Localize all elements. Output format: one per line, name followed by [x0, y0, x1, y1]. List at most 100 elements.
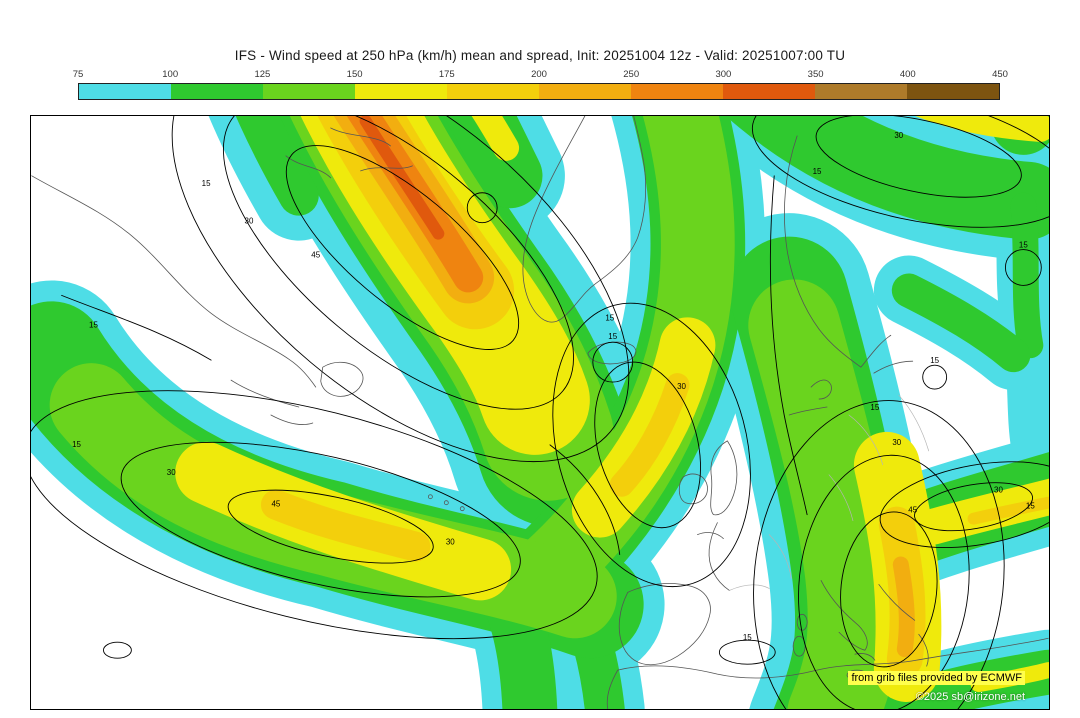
coastline-azores: [443, 500, 449, 506]
contour-line: [594, 361, 701, 529]
credit-ecmwf: from grib files provided by ECMWF: [848, 671, 1025, 685]
coastline-norway: [784, 135, 914, 374]
contour-line: [466, 192, 498, 224]
contour-label-30: 30: [892, 438, 901, 447]
coastline-greenland: [522, 116, 647, 323]
contour-line: [103, 641, 132, 659]
coastline-denmark: [788, 379, 832, 416]
contour-label-45: 45: [311, 251, 320, 260]
colorbar-tick: 200: [531, 69, 547, 80]
contour-label-15: 15: [1026, 502, 1035, 511]
wind-band: [891, 273, 1031, 373]
contour-label-15: 15: [605, 313, 614, 322]
contour-label-15: 15: [89, 320, 98, 329]
colorbar-segment: [263, 84, 355, 99]
contour-label-15: 15: [930, 356, 939, 365]
wind-band: [235, 116, 319, 216]
contour-label-15: 15: [608, 332, 617, 341]
contour-label-15: 15: [72, 440, 81, 449]
colorbar-segment: [79, 84, 171, 99]
wind-band: [1010, 192, 1044, 359]
contour-line: [840, 511, 938, 668]
contour-line: [285, 145, 520, 350]
colorbar-tick: 300: [715, 69, 732, 80]
wind-band: [609, 373, 690, 497]
colorbar-tick: 450: [992, 69, 1008, 80]
coastline-italy: [820, 580, 876, 661]
colorbar-segment: [907, 84, 999, 99]
coastline-labrador: [31, 175, 317, 388]
coastlines: [31, 116, 1049, 709]
contour-label-45: 45: [908, 506, 917, 515]
contour-line: [222, 116, 574, 410]
colorbar-tick: 125: [254, 69, 271, 80]
contour-label-15: 15: [1019, 241, 1028, 250]
colorbar-segment: [723, 84, 815, 99]
colorbar-tick: 250: [623, 69, 640, 80]
contour-label-45: 45: [271, 500, 280, 509]
wind-band: [260, 489, 431, 562]
coastline-north-africa: [606, 637, 1049, 709]
coastline-nova-scotia: [230, 379, 314, 425]
contour-line: [552, 302, 751, 588]
contour-label-15: 15: [813, 167, 822, 176]
colorbar-tick: 175: [438, 69, 455, 80]
wind-map-canvas: 15 30 45 15 15 30 45 30 15 30 15 30 15 3…: [31, 116, 1049, 709]
map-frame: 15 30 45 15 15 30 45 30 15 30 15 30 15 3…: [30, 115, 1050, 710]
coastline-france: [697, 522, 730, 591]
contour-line: [753, 400, 1005, 709]
colorbar-tick: 75: [72, 69, 84, 80]
colorbar-tick: 400: [899, 69, 916, 80]
contour-line: [718, 639, 776, 665]
colorbar-scale: [78, 83, 1000, 100]
coastline-azores: [459, 506, 465, 512]
chart-title: IFS - Wind speed at 250 hPa (km/h) mean …: [234, 48, 846, 63]
contour-label-15: 15: [870, 403, 879, 412]
coastline-ireland: [678, 473, 708, 505]
contour-labels: 15 30 45 15 15 30 45 30 15 30 15 30 15 3…: [72, 131, 1035, 642]
contour-line: [922, 364, 948, 390]
contour-label-30: 30: [167, 468, 176, 477]
wind-band: [967, 496, 1049, 525]
contour-line: [798, 454, 970, 709]
colorbar-tick: 150: [346, 69, 363, 80]
wind-band: [892, 556, 915, 658]
colorbar-ticks: 75 100 125 150 175 200 250 300 350 400 4…: [73, 69, 1008, 82]
contour-label-30: 30: [894, 131, 903, 140]
contour-line: [61, 294, 212, 361]
border-line: [729, 394, 930, 591]
contour-line: [815, 116, 1022, 198]
contour-line: [31, 390, 598, 640]
contour-line: [1004, 249, 1042, 286]
contour-line: [914, 482, 1033, 532]
colorbar-segment: [355, 84, 447, 99]
colorbar-tick: 350: [807, 69, 824, 80]
contour-label-15: 15: [743, 633, 752, 642]
colorbar-segment: [539, 84, 631, 99]
contour-label-30: 30: [245, 217, 254, 226]
contour-line: [592, 341, 634, 383]
contour-line: [227, 489, 434, 564]
coastline-britain: [710, 440, 738, 516]
contour-line: [879, 461, 1049, 549]
colorbar: 75 100 125 150 175 200 250 300 350 400 4…: [73, 69, 1008, 100]
colorbar-tick: 100: [162, 69, 179, 80]
contour-line: [171, 116, 630, 463]
wind-band: [1005, 116, 1042, 138]
spread-contours: [31, 116, 1049, 709]
wind-band: [471, 116, 520, 161]
contour-line: [751, 116, 1049, 228]
country-borders: [729, 394, 930, 591]
coastline-azores: [427, 494, 433, 500]
colorbar-segment: [447, 84, 539, 99]
coastline-balkans: [878, 584, 929, 667]
contour-label-30: 30: [677, 382, 686, 391]
wind-band: [748, 279, 900, 709]
coastline-iberia: [618, 583, 711, 666]
contour-label-30: 30: [994, 486, 1003, 495]
contour-line: [769, 175, 808, 516]
contour-label-15: 15: [202, 179, 211, 188]
colorbar-segment: [631, 84, 723, 99]
contour-line: [549, 444, 621, 555]
